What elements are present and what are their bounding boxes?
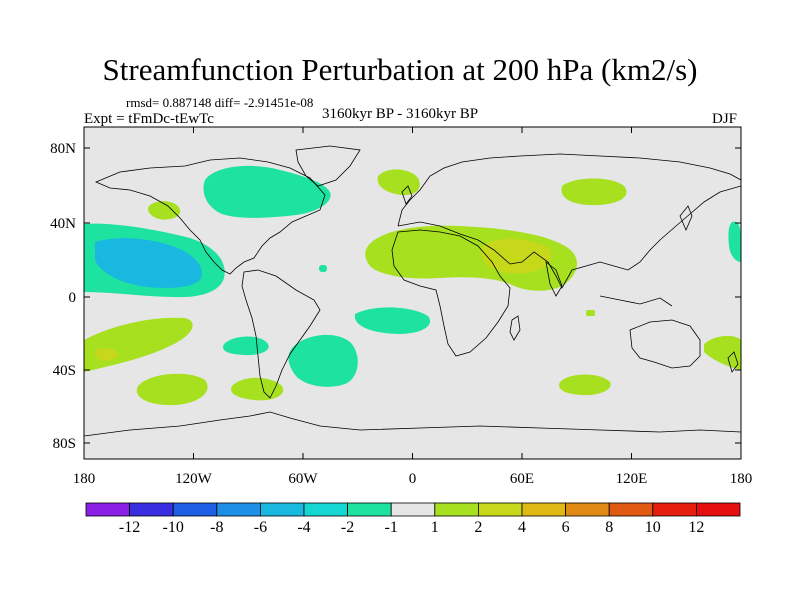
lon-tick-label: 180 [73, 471, 96, 487]
lat-tick-label: 80N [50, 141, 76, 157]
colorbar-swatch [477, 502, 523, 517]
map-title: Streamfunction Perturbation at 200 hPa (… [102, 52, 698, 87]
contour-pacific-small [148, 201, 181, 220]
contour-central-asia [561, 178, 627, 206]
season-label: DJF [712, 111, 738, 127]
latitude-axis: 80N 40N 0 40S 80S [50, 141, 741, 452]
coastlines [84, 145, 741, 437]
contour-south-indian [559, 374, 611, 396]
colorbar-swatch [434, 502, 479, 517]
lat-tick-label: 0 [69, 290, 77, 306]
colorbar-swatch [696, 502, 741, 517]
colorbar-label: 2 [474, 519, 482, 536]
lon-tick-label: 60W [288, 471, 318, 487]
colorbar-label: -1 [385, 519, 398, 536]
lat-tick-label: 40S [53, 363, 76, 379]
coast-africa [391, 229, 511, 357]
colorbar-label: -2 [341, 519, 354, 536]
coast-new-zealand [727, 351, 739, 373]
lon-tick-label: 180 [730, 471, 753, 487]
contour-south-pacific-far [136, 373, 208, 406]
coast-antarctica [84, 411, 741, 437]
colorbar-label: -4 [297, 519, 310, 536]
lat-tick-label: 80S [53, 436, 76, 452]
lon-tick-label: 0 [409, 471, 417, 487]
colorbar-label: -6 [254, 519, 267, 536]
coast-south-america [241, 269, 321, 399]
contour-drake-passage [231, 377, 284, 401]
contour-tasman [704, 335, 741, 370]
contour-atlantic-spot [319, 265, 327, 272]
colorbar-label: -8 [210, 519, 223, 536]
coast-eurasia-north [397, 153, 741, 227]
colorbar-label: 1 [431, 519, 439, 536]
coast-eurasia-south [397, 185, 741, 289]
lon-tick-label: 60E [510, 471, 534, 487]
contour-east-edge [728, 221, 741, 262]
coast-australia [629, 319, 701, 369]
coast-indonesia [599, 295, 673, 307]
coast-japan [679, 205, 693, 232]
colorbar-swatch [172, 502, 218, 517]
colorbar-swatch [259, 502, 305, 517]
colorbar-label: -10 [163, 519, 184, 536]
colorbar-swatch [390, 502, 436, 517]
contour-south-america [288, 334, 358, 387]
contour-arabia-yellow [481, 238, 552, 274]
colorbar-swatch [216, 502, 261, 517]
colorbar-label: -12 [119, 519, 140, 536]
contour-north-pacific-inner [95, 238, 202, 288]
period-label: 3160kyr BP - 3160kyr BP [322, 106, 479, 122]
stats-text: rmsd= 0.887148 diff= -2.91451e-08 [126, 95, 314, 110]
contour-south-atlantic [354, 307, 431, 334]
coast-britain [401, 185, 413, 205]
colorbar-swatch [652, 502, 697, 517]
lon-tick-label: 120E [616, 471, 648, 487]
contour-south-pacific-yellow [94, 347, 118, 361]
lat-tick-label: 40N [50, 216, 76, 232]
contour-fields [84, 165, 741, 406]
colorbar-label: 10 [645, 519, 661, 536]
colorbar-label: 6 [562, 519, 570, 536]
colorbar-swatch [129, 502, 174, 517]
colorbar-swatch [521, 502, 566, 517]
colorbar-label: 4 [518, 519, 526, 536]
colorbar: -12 -10 -8 -6 -4 -2 -1 1 2 4 6 8 10 12 [85, 502, 741, 536]
coast-madagascar [509, 315, 521, 341]
longitude-axis: 180 120W 60W 0 60E 120E 180 [73, 127, 753, 487]
coast-north-america [94, 157, 326, 275]
colorbar-swatch [303, 502, 348, 517]
colorbar-swatch [347, 502, 392, 517]
colorbar-swatch [608, 502, 654, 517]
coast-india [545, 261, 563, 297]
contour-indian-spot [586, 310, 595, 316]
lon-tick-label: 120W [175, 471, 213, 487]
colorbar-label: 8 [605, 519, 613, 536]
colorbar-label: 12 [688, 519, 704, 536]
contour-north-america [203, 165, 331, 218]
colorbar-swatch [85, 502, 130, 517]
colorbar-swatch [565, 502, 610, 517]
coast-greenland [295, 145, 361, 187]
experiment-label: Expt = tFmDc-tEwTc [84, 111, 214, 127]
